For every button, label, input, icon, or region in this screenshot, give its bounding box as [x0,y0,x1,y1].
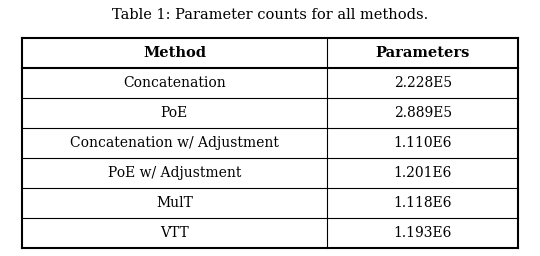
Text: MulT: MulT [156,196,193,210]
Text: 2.889E5: 2.889E5 [394,106,452,120]
Text: 1.193E6: 1.193E6 [394,226,452,240]
Text: Method: Method [143,46,206,60]
Text: VTT: VTT [160,226,189,240]
Text: 2.228E5: 2.228E5 [394,76,452,90]
Text: 1.118E6: 1.118E6 [394,196,452,210]
Text: Concatenation: Concatenation [123,76,226,90]
Text: Parameters: Parameters [376,46,470,60]
Text: PoE w/ Adjustment: PoE w/ Adjustment [107,166,241,180]
Text: Concatenation w/ Adjustment: Concatenation w/ Adjustment [70,136,279,150]
Text: PoE: PoE [161,106,188,120]
Text: Table 1: Parameter counts for all methods.: Table 1: Parameter counts for all method… [112,8,428,22]
Text: 1.110E6: 1.110E6 [394,136,452,150]
Text: 1.201E6: 1.201E6 [394,166,452,180]
